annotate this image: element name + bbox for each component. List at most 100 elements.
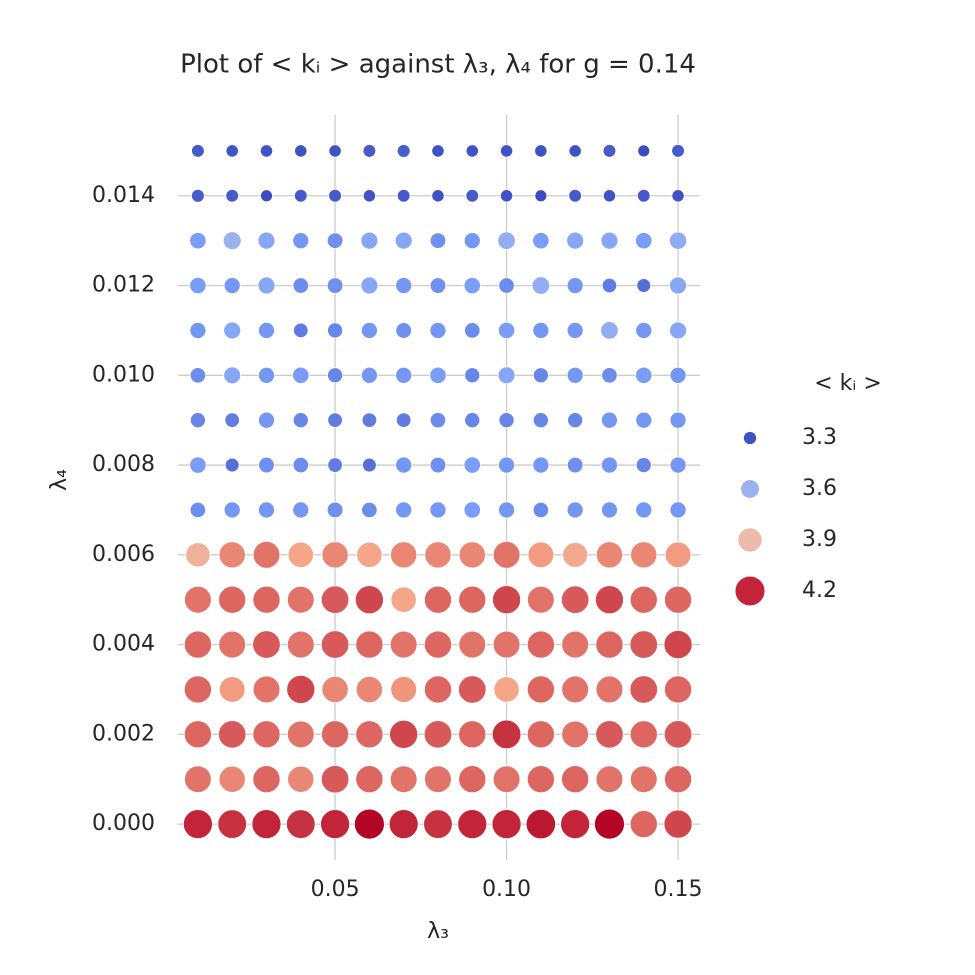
point [499, 144, 514, 158]
point [669, 456, 687, 474]
point [566, 501, 584, 519]
point [493, 676, 520, 703]
point [600, 231, 619, 250]
point [252, 540, 281, 569]
point [189, 232, 207, 250]
point [464, 367, 481, 384]
point [286, 809, 316, 839]
point [286, 630, 315, 659]
point [429, 412, 447, 429]
point [594, 808, 625, 840]
point [664, 541, 692, 569]
point [492, 540, 521, 569]
point [218, 541, 246, 569]
point [224, 412, 240, 428]
point [526, 675, 555, 704]
point [423, 720, 453, 749]
legend-label: 3.9 [802, 527, 837, 552]
point [429, 501, 447, 519]
point [630, 541, 658, 569]
point [292, 412, 309, 429]
point [458, 585, 487, 614]
point [663, 809, 693, 839]
point [321, 541, 349, 569]
point [497, 321, 516, 340]
point [635, 457, 652, 474]
point [287, 541, 314, 568]
point [458, 630, 487, 659]
point [258, 456, 275, 474]
point [534, 189, 548, 203]
point [184, 765, 212, 794]
point [286, 674, 316, 704]
point [464, 322, 481, 339]
point [218, 630, 247, 659]
point [562, 541, 589, 568]
point [560, 585, 590, 614]
point [355, 765, 384, 794]
point [223, 321, 242, 340]
point [458, 541, 486, 569]
point [635, 501, 653, 519]
point [424, 541, 452, 569]
point [601, 411, 618, 429]
point [394, 231, 413, 250]
point [532, 456, 550, 474]
point [183, 630, 212, 659]
point [362, 457, 377, 473]
point [531, 276, 551, 295]
point [326, 277, 344, 294]
point [360, 276, 379, 295]
point [328, 144, 342, 158]
point [321, 675, 349, 704]
point [561, 720, 589, 749]
point [532, 367, 549, 384]
point [191, 144, 205, 158]
point [260, 189, 273, 203]
point [498, 456, 516, 474]
point [390, 676, 418, 703]
point [217, 720, 247, 749]
point [361, 412, 378, 428]
point [601, 367, 618, 384]
point [292, 366, 310, 384]
point [388, 809, 419, 840]
point [498, 412, 515, 429]
point [286, 585, 315, 614]
point [566, 366, 584, 384]
point [258, 366, 275, 384]
point [356, 541, 383, 568]
point [463, 276, 481, 295]
legend-label: 3.3 [802, 425, 837, 450]
point [429, 232, 447, 249]
point [292, 232, 310, 250]
point [355, 675, 383, 704]
point [354, 585, 384, 615]
point [224, 457, 240, 473]
point [527, 541, 555, 569]
point [458, 675, 487, 704]
point [222, 231, 242, 251]
point [566, 321, 584, 339]
point [286, 720, 315, 749]
point [395, 277, 413, 294]
point [497, 366, 516, 385]
point [252, 585, 281, 614]
point [320, 585, 350, 614]
point [492, 585, 522, 615]
point [292, 456, 309, 474]
y-tick-label: 0.006 [92, 542, 155, 567]
point [636, 278, 652, 293]
point [669, 501, 687, 519]
point [498, 501, 516, 519]
point [292, 277, 309, 294]
point [218, 585, 247, 614]
point [252, 630, 281, 659]
point [320, 630, 350, 659]
point [258, 321, 275, 339]
point [629, 810, 658, 839]
x-tick-label: 0.05 [311, 877, 360, 902]
point [669, 321, 687, 340]
point [568, 144, 582, 158]
point [423, 585, 452, 614]
